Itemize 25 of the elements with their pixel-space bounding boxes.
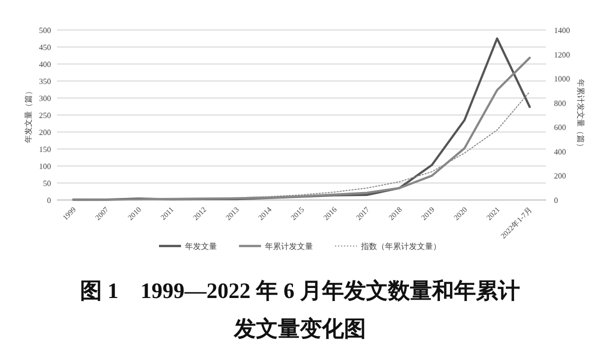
- text: 图 1 1999—2022 年 6 月年发文数量和年累计发文量变化图: [79, 277, 521, 343]
- y-tick-label: 450: [39, 43, 51, 52]
- legend-label: 年发文量: [185, 242, 217, 251]
- y2-tick-label: 800: [554, 98, 566, 108]
- y-tick-label: 50: [43, 179, 51, 188]
- y2-tick-label: 1400: [554, 26, 570, 35]
- y-tick-label: 350: [39, 77, 51, 86]
- y-tick-label: 500: [39, 26, 51, 35]
- y-tick-label: 100: [39, 162, 51, 171]
- legend-label: 指数（年累计发文量）: [360, 242, 441, 251]
- y2-tick-label: 200: [554, 172, 566, 181]
- y2-tick-label: 600: [554, 123, 566, 132]
- y-tick-label: 250: [39, 111, 51, 120]
- y-tick-label: 150: [39, 145, 51, 154]
- y2-tick-label: 400: [554, 147, 566, 156]
- y2-axis-title: 年累计发文量（篇）: [576, 79, 585, 151]
- y-tick-label: 200: [39, 128, 51, 137]
- y2-tick-label: 1200: [554, 50, 570, 60]
- y-axis-title: 年发文量（篇）: [24, 87, 33, 143]
- y-tick-label: 400: [39, 60, 51, 69]
- y2-tick-label: 1000: [554, 74, 570, 84]
- y-tick-label: 0: [47, 196, 51, 205]
- y2-tick-label: 0: [554, 196, 558, 205]
- y-tick-label: 300: [39, 94, 51, 103]
- legend-label: 年累计发文量: [265, 242, 313, 251]
